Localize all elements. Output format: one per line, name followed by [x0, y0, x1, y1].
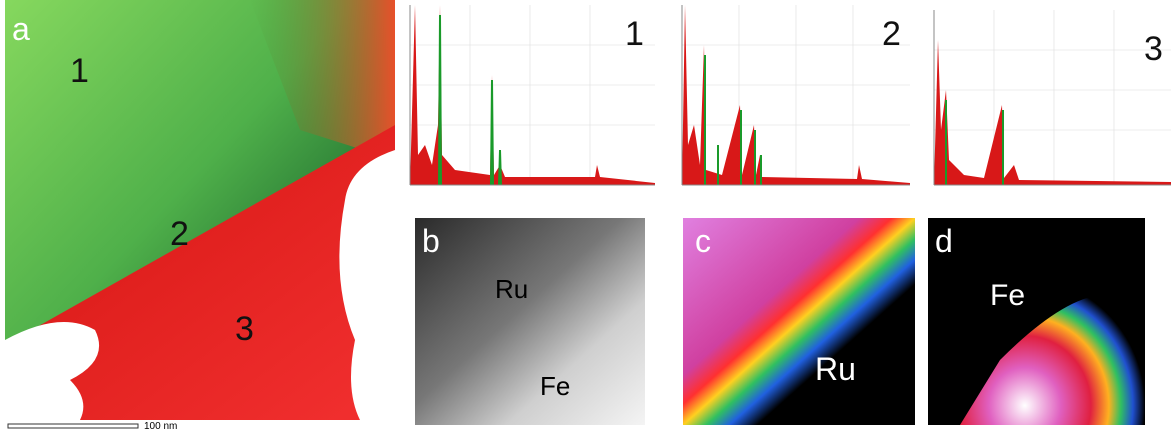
panel-label: b: [422, 223, 440, 259]
spectrum-1: 1: [409, 5, 655, 186]
spectrum-3: 3: [933, 10, 1171, 186]
panel-b: b Ru Fe: [415, 218, 645, 425]
region-label: 3: [235, 310, 254, 348]
annotation: Fe: [990, 279, 1025, 312]
scale-bar: [7, 423, 139, 429]
panel-label: d: [935, 223, 953, 259]
spectrum-2: 2: [681, 5, 910, 186]
panel-label: a: [12, 11, 30, 47]
spectrum-label: 1: [625, 15, 644, 53]
annotation: Fe: [540, 371, 570, 401]
scale-bar-label: 100 nm: [144, 421, 177, 432]
panel-c: c Ru: [683, 218, 915, 425]
spectrum-label: 3: [1144, 30, 1163, 68]
panel-a: a 1 2 3 100 nm: [5, 0, 395, 432]
region-label: 2: [170, 215, 189, 253]
panel-d: d Fe: [928, 218, 1145, 425]
panel-label: c: [695, 223, 711, 259]
region-label: 1: [70, 52, 89, 90]
annotation: Ru: [815, 351, 856, 387]
spectrum-label: 2: [882, 15, 901, 53]
annotation: Ru: [495, 274, 528, 304]
